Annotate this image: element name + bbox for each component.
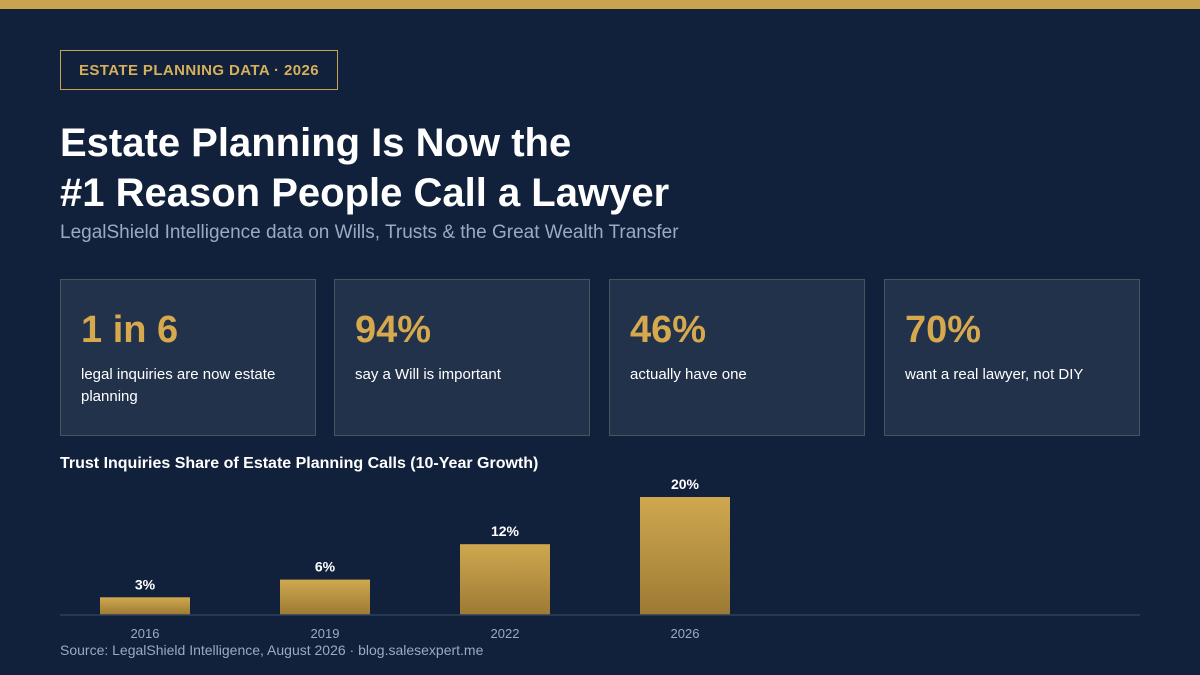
stat-value: 70% [905,309,982,351]
stat-label: say a Will is important [355,366,501,383]
category-tag: ESTATE PLANNING DATA · 2026 [60,50,338,90]
trust-inquiries-bar-chart: 3% 2016 6% 2019 12% 2022 20% 2026 [60,476,1140,641]
bar-value-label: 20% [671,476,700,492]
chart-title: Trust Inquiries Share of Estate Planning… [60,455,539,472]
stat-card-have-will: 46% actually have one [609,279,865,436]
stat-label: legal inquiries are now estate planning [81,366,276,405]
bar-2022 [460,544,550,615]
stat-label: actually have one [630,366,747,383]
bar-value-label: 6% [315,559,336,575]
x-tick-label: 2016 [131,626,160,641]
top-accent-bar [0,0,1200,9]
stat-label: want a real lawyer, not DIY [905,366,1084,383]
stat-card-estate-share: 1 in 6 legal inquiries are now estate pl… [60,279,316,436]
bar-value-label: 12% [491,523,520,539]
page-title: Estate Planning Is Now the #1 Reason Peo… [60,118,669,218]
bar-2019 [280,579,370,615]
page-title-line-1: Estate Planning Is Now the [60,121,572,165]
source-footnote: Source: LegalShield Intelligence, August… [60,642,484,658]
stat-card-will-important: 94% say a Will is important [334,279,590,436]
bar-2016 [100,597,190,615]
page-subtitle: LegalShield Intelligence data on Wills, … [60,222,679,243]
bar-2026 [640,497,730,615]
page-title-line-2: #1 Reason People Call a Lawyer [60,171,670,215]
stat-card-want-lawyer: 70% want a real lawyer, not DIY [884,279,1140,436]
bar-value-label: 3% [135,576,156,592]
stat-value: 46% [630,309,707,351]
stat-value: 1 in 6 [81,309,179,351]
x-tick-label: 2026 [671,626,700,641]
x-tick-label: 2019 [311,626,340,641]
x-tick-label: 2022 [491,626,520,641]
stat-value: 94% [355,309,432,351]
